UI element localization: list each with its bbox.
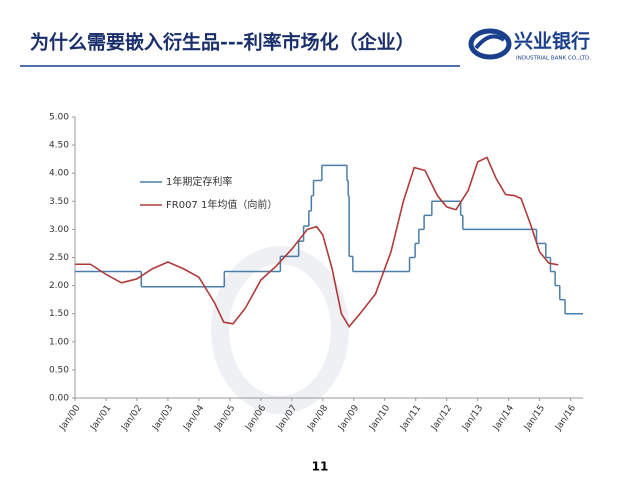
x-tick-label: Jan/08 <box>305 403 330 433</box>
x-tick-label: Jan/11 <box>398 403 423 433</box>
y-tick-label: 1.50 <box>49 309 69 319</box>
legend-label: FR007 1年均值（向前） <box>166 198 277 211</box>
y-tick-label: 2.00 <box>49 281 69 291</box>
x-tick-label: Jan/04 <box>181 403 206 433</box>
y-tick-label: 0.00 <box>49 394 69 404</box>
x-tick-label: Jan/02 <box>119 403 144 433</box>
y-tick-label: 4.50 <box>49 141 69 151</box>
logo-subtitle: INDUSTRIAL BANK CO.,LTD. <box>516 56 591 62</box>
slide-title: 为什么需要嵌入衍生品---利率市场化（企业） <box>30 31 415 54</box>
y-tick-label: 1.00 <box>49 337 69 347</box>
x-tick-label: Jan/09 <box>336 403 361 433</box>
logo-name: 兴业银行 <box>514 30 590 53</box>
x-tick-label: Jan/16 <box>553 403 578 433</box>
x-tick-label: Jan/01 <box>88 403 113 433</box>
logo-icon-swirl <box>474 34 506 50</box>
x-tick-label: Jan/03 <box>150 403 175 433</box>
logo-icon <box>468 28 512 60</box>
background-swirl <box>211 246 349 414</box>
y-tick-label: 0.50 <box>49 365 69 375</box>
y-tick-label: 2.50 <box>49 253 69 263</box>
logo: 兴业银行 INDUSTRIAL BANK CO.,LTD. <box>468 28 591 62</box>
x-tick-label: Jan/10 <box>367 403 392 433</box>
y-tick-label: 5.00 <box>49 113 69 123</box>
x-tick-label: Jan/14 <box>491 403 516 433</box>
legend-label: 1年期定存利率 <box>166 175 232 188</box>
series-line <box>75 156 559 329</box>
y-tick-label: 4.00 <box>49 169 69 179</box>
y-tick-label: 3.00 <box>49 225 69 235</box>
x-tick-label: Jan/00 <box>57 403 82 433</box>
x-tick-label: Jan/13 <box>460 403 485 433</box>
page-number: 11 <box>312 460 329 474</box>
x-tick-label: Jan/05 <box>212 403 237 433</box>
y-tick-label: 3.50 <box>49 197 69 207</box>
x-tick-label: Jan/15 <box>522 403 547 433</box>
x-tick-label: Jan/12 <box>429 403 454 433</box>
